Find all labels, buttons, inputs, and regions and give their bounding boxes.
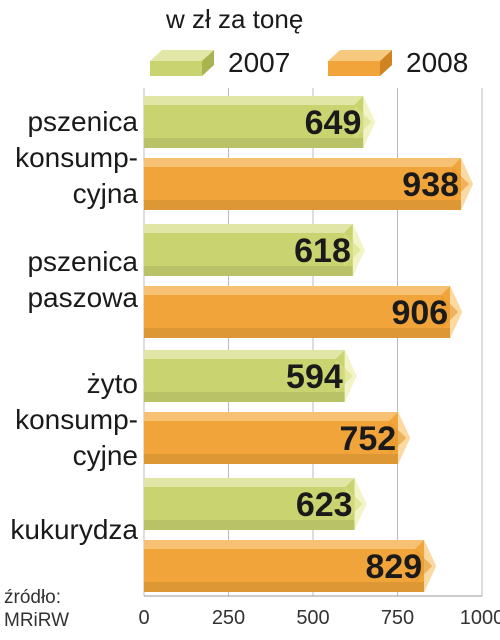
bar-tip-shade — [343, 233, 361, 267]
x-tick-label: 1000 — [460, 607, 500, 629]
legend-item-2007: 2007 — [150, 46, 290, 80]
bar-value-label: 623 — [296, 486, 353, 524]
bar-shade — [144, 266, 353, 276]
x-tick-label: 500 — [296, 607, 329, 629]
bar-shade — [144, 138, 364, 148]
bar-top-face — [144, 478, 355, 487]
category-label-line: cyjna — [72, 178, 138, 209]
bar-tip-shade — [415, 549, 433, 583]
bar-tip-shade — [335, 359, 353, 393]
bar-top-face — [144, 350, 345, 359]
bar-top-face — [144, 412, 399, 421]
unit-label: w zł za tonę — [166, 4, 304, 34]
category-label-line: kukurydza — [10, 514, 138, 545]
bar-tip-shade — [354, 105, 372, 139]
category-label-line: konsump- — [15, 142, 138, 173]
bar-shade — [144, 454, 399, 464]
bar-shade — [144, 328, 451, 338]
bar-value-label: 649 — [305, 104, 362, 142]
bar-top-face — [144, 224, 353, 233]
bar-value-label: 752 — [339, 420, 396, 458]
x-tick-label: 250 — [212, 607, 245, 629]
bar-shade — [144, 520, 355, 530]
category-label-line: żyto — [86, 368, 138, 399]
bar-shade — [144, 392, 345, 402]
category-label-line: pszenica — [27, 106, 138, 137]
bar-top-face — [144, 286, 451, 295]
category-label-pszenica-konsumpcyjna: pszenica konsump- cyjna — [15, 104, 138, 212]
bar-value-label: 938 — [402, 166, 459, 204]
source-name: MRiRW — [4, 610, 70, 631]
bar-shade — [144, 582, 425, 592]
category-label-line: konsump- — [15, 404, 138, 435]
bar-tip-shade — [452, 167, 470, 201]
category-label-line: paszowa — [27, 282, 138, 313]
legend-item-2008: 2008 — [328, 46, 468, 80]
category-label-kukurydza: kukurydza — [10, 512, 138, 548]
bar-tip-shade — [441, 295, 459, 329]
source-note: źródło: MRiRW — [4, 586, 69, 632]
category-label-zyto-konsumpcyjne: żyto konsump- cyjne — [15, 366, 138, 474]
legend-swatch-2008 — [328, 50, 392, 76]
x-tick-label: 750 — [381, 607, 414, 629]
bar-value-label: 618 — [294, 232, 351, 270]
category-label-pszenica-paszowa: pszenica paszowa — [27, 244, 138, 316]
bar-top-face — [144, 96, 364, 105]
bar-value-label: 906 — [391, 294, 448, 332]
x-tick-label: 0 — [138, 607, 149, 629]
legend-swatch-2007 — [150, 50, 214, 76]
bar-shade — [144, 200, 462, 210]
legend-label-2007: 2007 — [228, 47, 291, 78]
bar-tip-shade — [389, 421, 407, 455]
source-label: źródło: — [4, 587, 62, 608]
category-label-line: cyjne — [72, 440, 138, 471]
bar-value-label: 594 — [286, 358, 343, 396]
legend-label-2008: 2008 — [406, 47, 469, 78]
category-label-line: pszenica — [27, 246, 138, 277]
bar-top-face — [144, 158, 462, 167]
bar-tip-shade — [345, 487, 363, 521]
bar-value-label: 829 — [365, 548, 422, 586]
bar-top-face — [144, 540, 425, 549]
